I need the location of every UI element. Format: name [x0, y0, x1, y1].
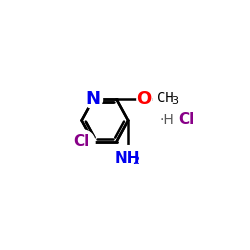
Text: NH: NH [114, 150, 140, 166]
Text: ·H: ·H [160, 112, 174, 126]
Text: O: O [136, 90, 151, 108]
Text: 3: 3 [171, 96, 178, 106]
Text: 2: 2 [132, 156, 139, 166]
Text: Cl: Cl [74, 134, 90, 149]
Text: CH: CH [156, 91, 173, 105]
Text: Cl: Cl [178, 112, 194, 127]
Text: N: N [86, 90, 101, 108]
